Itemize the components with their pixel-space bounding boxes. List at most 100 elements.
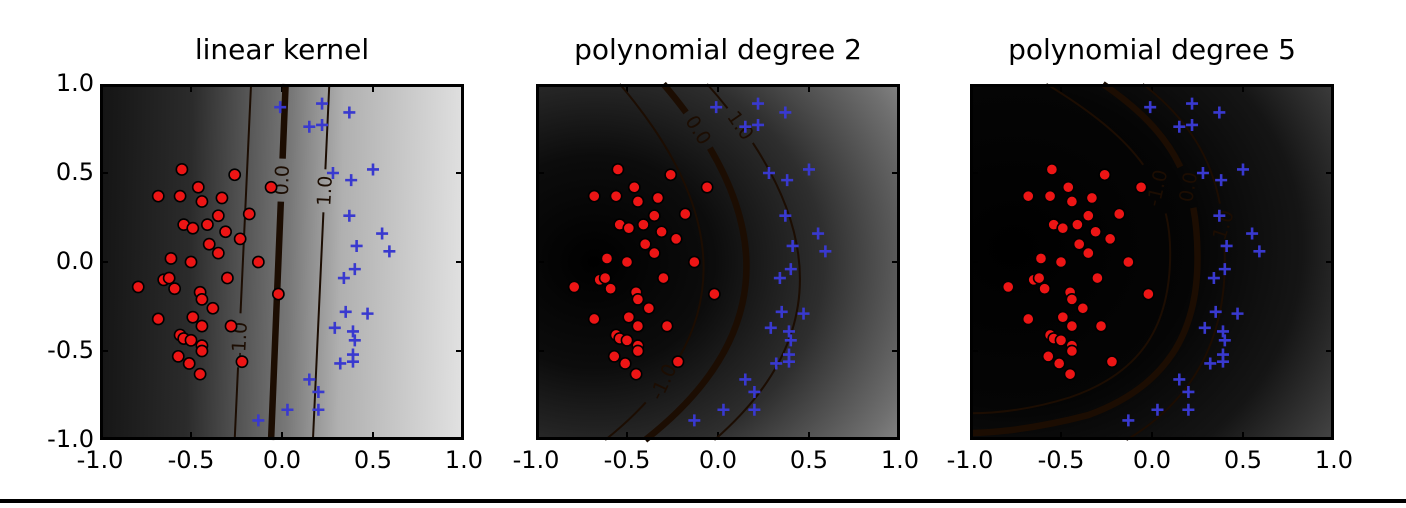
data-point-blue-plus <box>782 355 795 368</box>
data-point-red-circle <box>233 232 247 246</box>
subplot-title: polynomial degree 5 <box>1008 33 1296 66</box>
data-point-red-circle <box>211 209 225 223</box>
data-point-red-circle <box>638 237 652 251</box>
data-point-red-circle <box>620 333 634 347</box>
data-point-red-circle <box>1070 218 1084 232</box>
data-point-red-circle <box>1041 349 1055 363</box>
data-point-red-circle <box>264 180 278 194</box>
x-tick-label: 0.5 <box>353 446 393 474</box>
data-point-blue-plus <box>1209 305 1222 318</box>
y-tick-label: 0.5 <box>55 158 94 186</box>
data-point-red-circle <box>162 271 176 285</box>
data-point-blue-plus <box>1144 101 1157 114</box>
x-tick-label: 1.0 <box>880 446 920 474</box>
data-point-blue-plus <box>1231 307 1244 320</box>
data-point-blue-plus <box>334 357 347 370</box>
contour-line-1.0 <box>1126 83 1226 441</box>
data-point-blue-plus <box>786 239 799 252</box>
data-point-blue-plus <box>739 373 752 386</box>
data-point-blue-plus <box>1186 97 1199 110</box>
x-tick-label: -1.0 <box>946 446 994 474</box>
data-point-blue-plus <box>803 163 815 176</box>
contour-label: 1.0 <box>313 175 337 206</box>
data-point-red-circle <box>1081 246 1095 260</box>
y-tick-label: 0.0 <box>55 247 94 275</box>
data-point-red-circle <box>678 207 692 221</box>
data-point-blue-plus <box>1216 325 1229 338</box>
data-point-red-circle <box>642 301 656 315</box>
contour-line-0.0 <box>643 81 750 443</box>
data-point-red-circle <box>622 221 636 235</box>
data-point-blue-plus <box>312 385 325 398</box>
data-point-blue-plus <box>348 263 361 276</box>
data-point-red-circle <box>1054 255 1068 269</box>
contour-line--1.0 <box>604 83 705 441</box>
x-tick-label: -0.5 <box>603 446 651 474</box>
data-point-blue-plus <box>343 106 356 119</box>
data-point-blue-plus <box>762 167 775 179</box>
data-point-red-circle <box>1076 301 1090 315</box>
data-point-blue-plus <box>1198 321 1211 334</box>
data-point-blue-plus <box>1151 403 1164 416</box>
data-point-red-circle <box>1032 271 1046 285</box>
data-point-blue-plus <box>337 272 350 285</box>
data-point-blue-plus <box>376 227 389 240</box>
data-point-red-circle <box>164 252 178 265</box>
contour-label: 0.0 <box>681 112 716 149</box>
x-tick-label: -0.5 <box>167 446 215 474</box>
data-point-red-circle <box>219 225 232 239</box>
data-point-blue-plus <box>1182 403 1195 416</box>
data-point-red-circle <box>184 333 198 347</box>
x-tick-label: 1.0 <box>1314 446 1354 474</box>
x-tick-label: -0.5 <box>1037 446 1085 474</box>
y-tick-label: -1.0 <box>47 425 94 453</box>
data-point-blue-plus <box>773 272 786 285</box>
data-point-red-circle <box>620 255 634 269</box>
data-point-red-circle <box>1065 292 1079 306</box>
data-point-blue-plus <box>1196 167 1209 179</box>
data-point-red-circle <box>228 168 242 182</box>
data-point-blue-plus <box>303 120 316 133</box>
data-point-red-circle <box>151 312 165 326</box>
x-tick-label: 0.0 <box>698 446 738 474</box>
data-point-red-circle <box>1085 191 1099 205</box>
data-point-red-circle <box>629 367 643 381</box>
data-point-red-circle <box>251 255 265 269</box>
data-point-blue-plus <box>752 118 765 131</box>
data-point-red-circle <box>1065 319 1079 333</box>
data-point-red-circle <box>655 225 668 239</box>
data-point-red-circle <box>221 271 234 285</box>
data-point-red-circle <box>195 195 209 208</box>
data-point-red-circle <box>647 246 661 260</box>
data-point-red-circle <box>1063 367 1077 381</box>
data-point-red-circle <box>1056 310 1070 324</box>
data-point-red-circle <box>271 287 285 301</box>
data-point-red-circle <box>598 271 612 285</box>
data-point-blue-plus <box>346 325 359 338</box>
data-point-blue-plus <box>688 414 701 427</box>
data-point-red-circle <box>1091 271 1104 285</box>
data-point-red-circle <box>631 319 645 333</box>
data-point-red-circle <box>1112 207 1126 221</box>
data-point-red-circle <box>1021 312 1035 326</box>
data-point-red-circle <box>195 292 209 306</box>
data-point-blue-plus <box>1186 118 1199 131</box>
data-point-blue-plus <box>339 305 352 318</box>
contour-line--1.0 <box>233 83 253 441</box>
data-point-red-circle <box>1034 252 1048 265</box>
data-point-red-circle <box>1065 195 1079 208</box>
data-point-red-circle <box>587 312 601 326</box>
data-point-blue-plus <box>1215 174 1228 187</box>
data-point-red-circle <box>1021 189 1035 203</box>
data-point-red-circle <box>173 189 187 203</box>
x-tick-label: -1.0 <box>76 446 124 474</box>
data-point-red-circle <box>636 218 650 232</box>
contour-label: 1.0 <box>1209 207 1239 243</box>
data-point-red-circle <box>1081 209 1095 223</box>
data-point-red-circle <box>1072 237 1086 251</box>
contour-line-0.0 <box>267 83 289 441</box>
data-point-blue-plus <box>312 403 325 416</box>
x-tick-label: 0.5 <box>789 446 829 474</box>
data-point-red-circle <box>567 280 581 294</box>
data-point-red-circle <box>627 180 641 194</box>
